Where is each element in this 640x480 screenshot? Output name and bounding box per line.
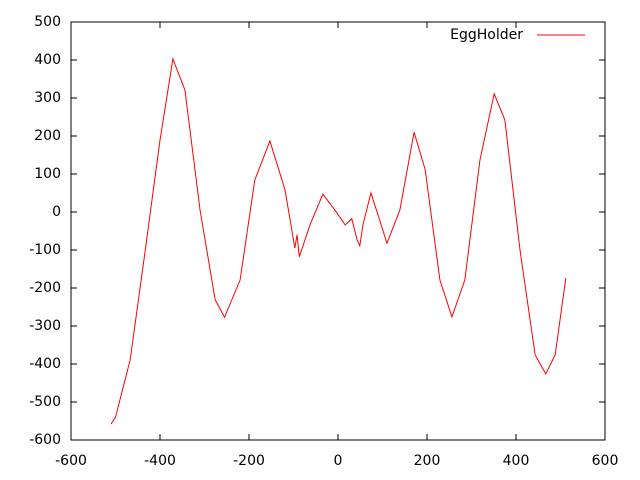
y-tick-label: 500: [34, 14, 61, 30]
plot-frame: [70, 21, 606, 441]
x-tick-label: 400: [503, 453, 530, 469]
y-tick-label: -200: [29, 280, 61, 296]
x-tick-label: 0: [334, 453, 343, 469]
x-tick-label: -200: [233, 453, 265, 469]
y-tick-label: -100: [29, 242, 61, 258]
x-tick-label: -400: [144, 453, 176, 469]
x-tick-label: 200: [414, 453, 441, 469]
y-tick-label: 200: [34, 128, 61, 144]
y-tick-label: 300: [34, 90, 61, 106]
x-tick-label: 600: [592, 453, 619, 469]
y-tick-label: 400: [34, 52, 61, 68]
y-tick-label: 100: [34, 166, 61, 182]
y-tick-label: -300: [29, 318, 61, 334]
x-tick-label: -600: [55, 453, 87, 469]
legend-label: EggHolder: [450, 27, 523, 43]
y-tick-label: 0: [52, 204, 61, 220]
y-tick-label: -600: [29, 432, 61, 448]
y-tick-label: -500: [29, 394, 61, 410]
y-tick-label: -400: [29, 356, 61, 372]
data-line: [110, 56, 567, 425]
